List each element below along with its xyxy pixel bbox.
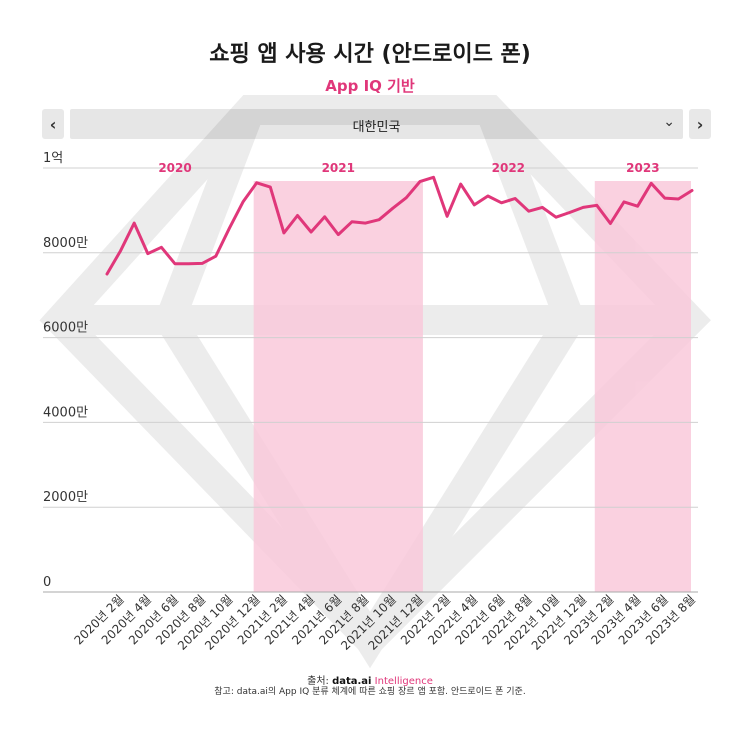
footnote: 참고: data.ai의 App IQ 분류 체계에 따른 쇼핑 장르 앱 포함… (214, 687, 526, 697)
data-point (500, 201, 503, 204)
data-point (405, 196, 408, 199)
line-chart: 0 2000만 4000만 6000만 8000만 1억 2020 2021 2022 2023… (39, 95, 711, 669)
year-label-2020: 2020 (158, 161, 191, 175)
data-point (513, 197, 517, 200)
data-point (173, 262, 177, 266)
data-point (554, 215, 558, 219)
y-tick-label: 1억 (43, 151, 63, 166)
data-point (146, 252, 150, 255)
series-line (105, 175, 694, 276)
data-point (228, 227, 231, 230)
data-point (282, 231, 286, 235)
data-point (649, 182, 653, 185)
next-button[interactable]: › (689, 109, 711, 139)
data-point (241, 200, 245, 204)
data-point (690, 189, 694, 192)
chart-title: 쇼핑 앱 사용 시간 (안드로이드 폰) (209, 42, 531, 67)
year-label-2021: 2021 (322, 161, 355, 175)
data-point (160, 246, 163, 249)
source-footer: 출처: data.ai Intelligence (0, 672, 740, 687)
data-point (201, 262, 204, 265)
data-point (105, 272, 109, 276)
data-point (364, 221, 367, 225)
data-point (323, 215, 326, 218)
y-tick-label: 6000만 (43, 321, 88, 336)
data-point (609, 222, 612, 225)
data-point (187, 262, 190, 266)
data-point (541, 206, 544, 209)
data-point (309, 230, 313, 234)
source-prefix: 출처: (307, 676, 333, 687)
data-point (595, 204, 598, 207)
data-point (269, 185, 272, 189)
y-tick-label: 2000만 (43, 490, 88, 505)
data-point (459, 182, 462, 186)
country-select-value: 대한민국 (352, 120, 401, 135)
year-label-2023: 2023 (626, 161, 659, 175)
previous-button[interactable]: ‹ (42, 109, 64, 139)
data-point (133, 221, 136, 225)
data-point (337, 233, 340, 236)
data-point (663, 196, 666, 200)
data-point (255, 181, 258, 185)
data-point (527, 210, 530, 213)
y-tick-label: 4000만 (43, 405, 88, 420)
data-point (677, 197, 680, 201)
chart-subtitle: App IQ 기반 (325, 77, 415, 95)
chevron-right-icon: › (696, 114, 704, 134)
chevron-down-icon: ⌄ (663, 114, 675, 130)
data-point (622, 200, 626, 204)
data-point (486, 194, 490, 198)
source-brand: data.ai (332, 676, 372, 687)
data-point (119, 249, 122, 252)
data-point (214, 254, 218, 258)
source-brand-suffix: Intelligence (371, 676, 433, 687)
data-point (568, 211, 571, 214)
year-band-2021 (253, 181, 423, 592)
country-select[interactable]: 대한민국 ⌄ (70, 109, 683, 139)
data-point (445, 215, 449, 218)
data-point (473, 203, 476, 207)
y-tick-label: 0 (43, 575, 51, 590)
data-point (296, 214, 299, 217)
data-point (377, 218, 381, 221)
data-point (432, 176, 435, 179)
data-point (391, 207, 394, 210)
chevron-left-icon: ‹ (49, 114, 57, 134)
data-point (581, 206, 585, 209)
data-point (636, 204, 639, 208)
year-band-2023 (594, 181, 691, 592)
year-label-2022: 2022 (492, 161, 525, 175)
y-tick-label: 8000만 (43, 236, 88, 251)
data-point (418, 180, 422, 183)
data-point (350, 220, 354, 224)
